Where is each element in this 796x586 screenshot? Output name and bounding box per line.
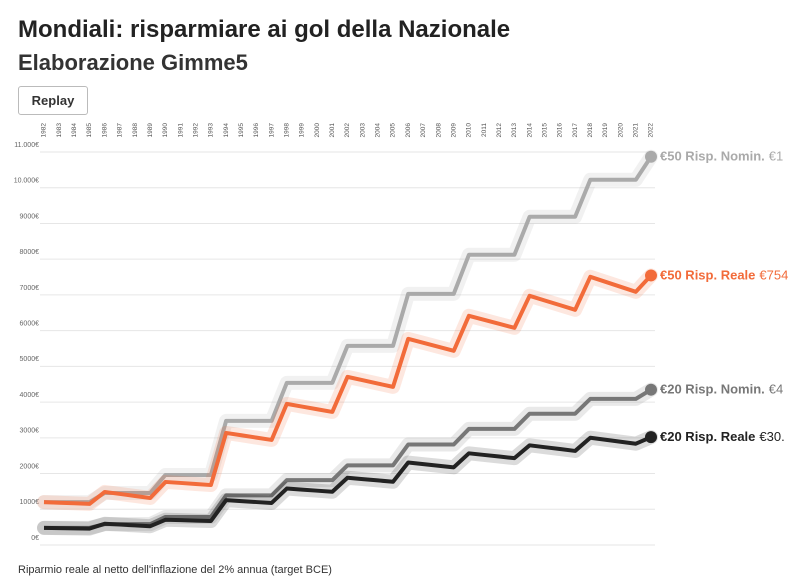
x-tick-label: 2011 [481,123,488,137]
y-tick-label: 5000€ [20,356,40,363]
y-tick-label: 9000€ [20,213,40,220]
legend-name: €50 Risp. Nomin. [660,149,765,164]
x-tick-label: 2017 [572,123,579,138]
x-tick-label: 1986 [101,123,108,138]
y-tick-label: 1000€ [20,499,40,506]
x-tick-label: 1989 [147,123,154,138]
y-tick-label: 6000€ [20,320,40,327]
x-tick-label: 1994 [223,123,230,138]
x-tick-label: 1997 [268,123,275,138]
x-tick-label: 2018 [587,123,594,138]
x-tick-label: 1995 [238,123,245,138]
x-tick-label: 1983 [56,123,63,138]
x-tick-label: 2016 [557,123,564,138]
end-point [645,431,657,444]
x-tick-label: 2004 [375,123,382,138]
y-tick-label: 0€ [31,535,39,542]
line [44,155,653,505]
y-tick-label: 2000€ [20,463,40,470]
x-tick-label: 2006 [405,123,412,138]
value-label: €30. [759,430,784,445]
y-tick-label: 10.000€ [14,178,39,185]
replay-button[interactable]: Replay [18,86,88,115]
x-tick-label: 2005 [390,123,397,138]
y-tick-label: 3000€ [20,428,40,435]
x-tick-label: 2019 [602,123,609,138]
x-tick-label: 2002 [344,123,351,138]
x-tick-label: 1985 [86,123,93,138]
end-label: €20 Risp. Reale €30. [660,430,785,445]
title: Mondiali: risparmiare ai gol della Nazio… [18,16,511,43]
end-point [645,383,657,396]
value-label: €754 [759,268,788,283]
x-tick-label: 2010 [466,123,473,138]
x-tick-label: 1991 [177,123,184,138]
y-tick-label: 8000€ [20,249,40,256]
x-tick-label: 1992 [192,123,199,138]
x-tick-label: 2021 [633,123,640,138]
legend-name: €20 Risp. Reale [660,430,755,445]
end-point [645,269,657,282]
x-tick-label: 2008 [435,123,442,138]
line [43,274,653,506]
x-tick-label: 2020 [617,123,624,138]
x-tick-label: 1999 [299,123,306,138]
footnote: Riparmio reale al netto dell'inflazione … [18,564,332,576]
end-point [645,150,657,163]
x-tick-label: 1988 [132,123,139,138]
y-tick-label: 11.000€ [14,142,39,149]
x-tick-label: 1984 [71,123,78,138]
x-tick-label: 2014 [526,123,533,138]
x-tick-label: 2009 [450,123,457,138]
subtitle: Elaborazione Gimme5 [18,50,248,75]
end-label: €50 Risp. Reale €754 [660,268,788,283]
x-tick-label: 1990 [162,123,169,138]
x-tick-label: 2022 [648,123,655,138]
x-tick-label: 1996 [253,123,260,138]
x-tick-label: 2003 [359,123,366,138]
value-label: €1 [769,149,783,164]
x-tick-label: 1993 [208,123,215,138]
x-tick-label: 2012 [496,123,503,138]
value-label: €4 [769,382,783,397]
x-tick-label: 2000 [314,123,321,138]
y-tick-label: 4000€ [20,392,40,399]
x-tick-label: 2015 [541,123,548,138]
x-tick-label: 2001 [329,123,336,138]
legend-name: €50 Risp. Reale [660,268,755,283]
x-tick-label: 2013 [511,123,518,138]
line [43,435,652,531]
end-label: €20 Risp. Nomin. €4 [660,382,783,397]
x-tick-label: 1998 [284,123,291,138]
y-tick-label: 7000€ [20,285,40,292]
end-label: €50 Risp. Nomin. €1 [660,149,783,164]
legend-name: €20 Risp. Nomin. [660,382,765,397]
line-glow [37,382,658,535]
x-tick-label: 2007 [420,123,427,138]
x-tick-label: 1982 [41,123,48,138]
x-tick-label: 1987 [117,123,124,138]
